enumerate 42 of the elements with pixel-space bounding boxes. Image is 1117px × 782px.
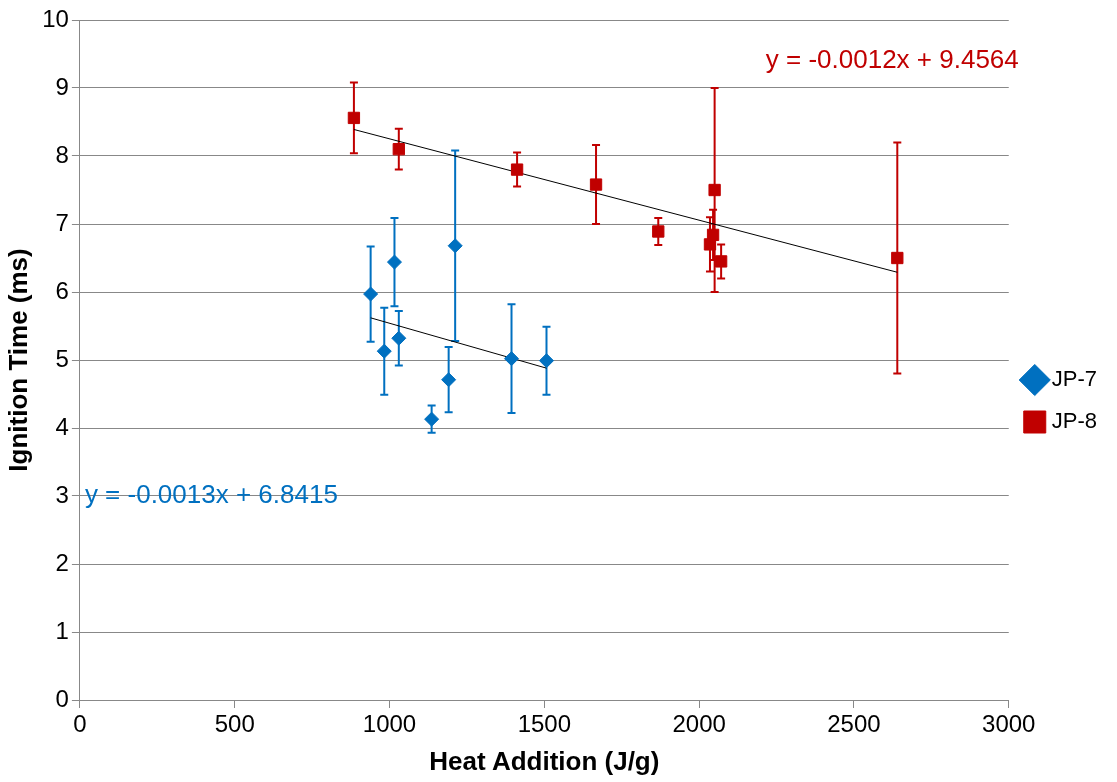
y-axis-title: Ignition Time (ms) [2,248,33,472]
point [347,111,361,125]
point [714,255,728,268]
legend-label: JP-8 [1051,408,1098,434]
point [363,286,379,302]
y-tick-label: 10 [42,4,69,32]
y-tick-label: 2 [55,548,69,576]
point [652,225,665,238]
x-tick-label: 1500 [517,710,572,738]
x-tick-label: 3000 [982,710,1036,738]
annotation: y = -0.0013x + 6.8415 [84,478,338,509]
point [391,330,407,346]
y-tick-label: 9 [55,72,69,100]
x-tick-label: 500 [214,710,255,738]
point [589,178,603,191]
y-tick-label: 0 [55,684,69,712]
y-tick-label: 1 [55,616,69,644]
x-tick-label: 2500 [827,710,881,738]
y-tick-label: 7 [55,208,69,236]
x-tick-label: 1000 [362,710,417,738]
x-tick-label: 2000 [672,710,726,738]
point [424,411,440,427]
y-tick-label: 4 [55,412,69,440]
point [441,372,457,388]
x-axis-title: Heat Addition (J/g) [429,745,660,776]
y-tick-label: 5 [55,344,69,372]
point [891,251,904,265]
point [376,343,392,359]
annotation: y = -0.0012x + 9.4564 [765,44,1019,74]
y-tick-label: 8 [55,140,69,168]
point [504,351,520,367]
x-tick-label: 0 [73,710,87,738]
point [703,238,717,251]
point [392,143,405,156]
point [386,254,402,270]
y-tick-label: 6 [55,276,69,304]
point [708,183,721,197]
point [539,353,554,369]
point [447,238,463,254]
y-tick-label: 3 [55,480,69,508]
legend-label: JP-7 [1051,366,1098,392]
point [510,163,524,176]
